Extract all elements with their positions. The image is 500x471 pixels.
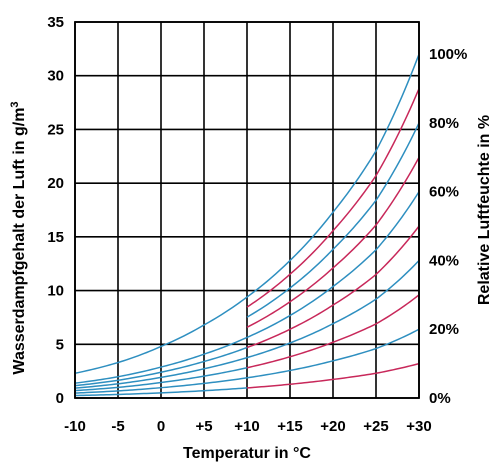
y-axis-title-left-main: Wasserdampfgehalt der Luft in g/m: [11, 108, 28, 375]
x-tick-label: 0: [157, 418, 165, 435]
x-tick-label: +5: [195, 418, 212, 435]
curve-rh-20-high: [246, 328, 420, 379]
right-tick-label: 80%: [429, 115, 459, 132]
y-tick-label: 5: [56, 336, 64, 353]
x-tick-label: +10: [234, 418, 259, 435]
right-tick-label: 20%: [429, 321, 459, 338]
x-tick-label: +15: [277, 418, 302, 435]
plot-border: [74, 21, 420, 399]
curve-rh-60-high: [246, 191, 420, 339]
curve-rh-80-high: [246, 122, 420, 318]
curve-rh-90-high: [246, 88, 420, 308]
right-tick-label: 100%: [429, 46, 467, 63]
curve-rh-50-low: [74, 346, 248, 387]
curve-rh-10-high: [246, 362, 420, 389]
y-tick-label: 35: [47, 14, 64, 31]
y-axis-title-left-sup: 3: [9, 101, 21, 107]
y-tick-label: 10: [47, 283, 64, 300]
curve-rh-40-high: [246, 259, 420, 359]
y-tick-label: 15: [47, 229, 64, 246]
curve-rh-30-high: [246, 294, 420, 369]
curve-rh-10-low: [74, 387, 248, 397]
y-tick-label: 0: [56, 390, 64, 407]
curve-rh-50-high: [246, 225, 420, 349]
curve-rh-40-low: [74, 356, 248, 389]
chart-grid: [74, 21, 420, 399]
right-tick-label: 0%: [429, 390, 451, 407]
curve-rh-60-low: [74, 336, 248, 384]
x-tick-label: +20: [320, 418, 345, 435]
y-axis-title-right: Relative Luftfeuchte in %: [476, 115, 493, 305]
y-axis-title-left: Wasserdampfgehalt der Luft in g/m3: [9, 101, 28, 374]
curve-rh-100-high: [246, 53, 420, 298]
right-tick-labels: 0% 20% 40% 60% 80% 100%: [429, 46, 467, 407]
x-tick-label: -10: [64, 418, 86, 435]
x-tick-label: -5: [111, 418, 124, 435]
y-tick-label: 25: [47, 121, 64, 138]
x-tick-label: +25: [363, 418, 388, 435]
curve-rh-30-low: [74, 366, 248, 392]
chart-frame: [74, 21, 420, 399]
curve-rh-100-low: [74, 296, 248, 375]
x-tick-labels: -10 -5 0 +5 +10 +15 +20 +25 +30: [64, 418, 432, 435]
y-tick-labels: 0 5 10 15 20 25 30 35: [47, 14, 64, 407]
curve-rh-20-low: [74, 377, 248, 394]
humidity-curves: [74, 53, 420, 397]
x-axis-title: Temperatur in °C: [183, 445, 311, 462]
y-tick-label: 30: [47, 68, 64, 85]
right-tick-label: 60%: [429, 184, 459, 201]
right-tick-label: 40%: [429, 252, 459, 269]
curve-rh-70-high: [246, 156, 420, 328]
y-tick-label: 20: [47, 175, 64, 192]
x-tick-label: +30: [406, 418, 431, 435]
